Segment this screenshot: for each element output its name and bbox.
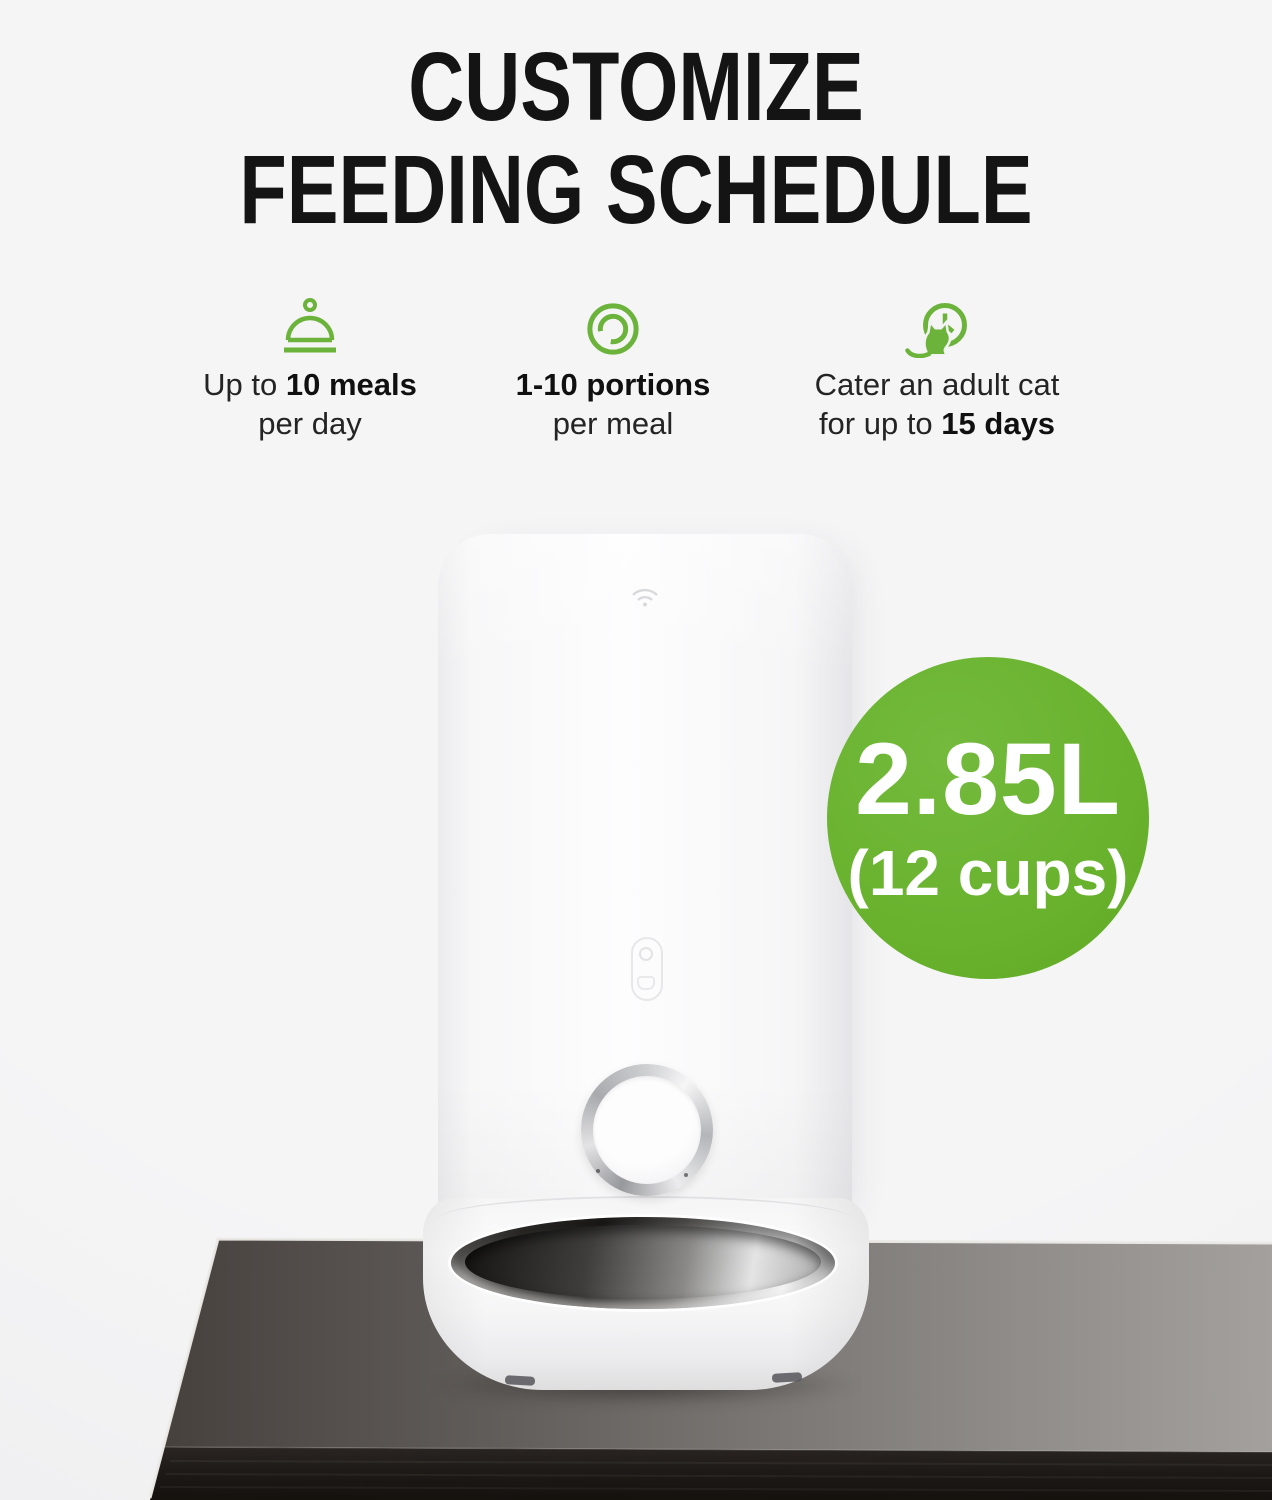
title-line-2: FEEDING SCHEDULE xyxy=(239,134,1033,244)
stainless-steel-bowl xyxy=(451,1217,835,1309)
feature-adult-cat-days: Cater an adult cat for up to 15 days xyxy=(777,294,1097,444)
page-title: CUSTOMIZE FEEDING SCHEDULE xyxy=(127,32,1145,244)
cloche-icon xyxy=(150,294,470,358)
outlet-sensor-dot xyxy=(639,947,653,961)
feeder-foot xyxy=(504,1375,536,1386)
feeder-foot xyxy=(771,1372,803,1383)
cat-clock-icon xyxy=(777,294,1097,358)
control-dial-ring xyxy=(581,1064,713,1196)
capacity-value: 2.85L xyxy=(855,721,1121,836)
feature-portions-per-meal: 1-10 portions per meal xyxy=(453,294,773,444)
dispense-outlet-outline xyxy=(631,937,663,1001)
wifi-status-icon xyxy=(627,583,663,616)
outlet-slot xyxy=(637,976,655,990)
title-line-1: CUSTOMIZE xyxy=(408,32,864,141)
portions-icon xyxy=(453,294,773,358)
control-dial-button xyxy=(593,1076,701,1184)
feature-meals-per-day: Up to 10 meals per day xyxy=(150,294,470,444)
capacity-badge: 2.85L (12 cups) xyxy=(827,657,1149,979)
capacity-cups: (12 cups) xyxy=(847,836,1129,909)
feature-caption: 1-10 portions per meal xyxy=(515,367,711,441)
bowl-interior xyxy=(465,1225,821,1299)
feature-caption: Up to 10 meals per day xyxy=(203,367,417,441)
body-base-seam xyxy=(438,1196,852,1242)
feature-caption: Cater an adult cat for up to 15 days xyxy=(814,367,1060,441)
